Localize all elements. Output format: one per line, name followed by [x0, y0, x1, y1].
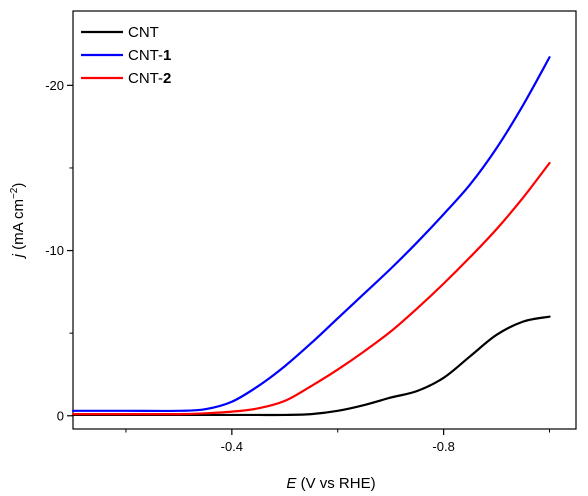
x-axis-title: E (V vs RHE) [286, 475, 375, 492]
legend-label-0: CNT [128, 24, 159, 41]
y-axis-unit: (mA cm [10, 199, 27, 254]
x-tick-label: -0.8 [432, 439, 454, 454]
y-axis-symbol: j [10, 253, 27, 259]
series-line-2 [71, 161, 551, 416]
x-axis-symbol: E [286, 475, 297, 492]
y-tick-label: 0 [57, 408, 64, 423]
y-tick-label: -20 [45, 78, 64, 93]
y-tick-label: -10 [45, 243, 64, 258]
legend: CNT CNT-1 CNT-2 [81, 24, 171, 87]
axis-tick-labels: -0.4 -0.8 0 -10 -20 [45, 78, 455, 454]
y-axis-title: j (mA cm−2) [9, 183, 27, 260]
legend-label-2: CNT-2 [128, 70, 171, 87]
series-line-0 [71, 315, 551, 417]
y-axis-unit-close: ) [10, 183, 27, 188]
x-axis-unit: (V vs RHE) [296, 475, 375, 492]
plot-frame [72, 10, 577, 430]
series-line-1 [71, 56, 551, 413]
axis-ticks [67, 84, 551, 435]
x-tick-label: -0.4 [221, 439, 243, 454]
y-axis-unit-superscript: −2 [9, 187, 20, 199]
series-lines [71, 56, 551, 417]
legend-label-1: CNT-1 [128, 47, 171, 64]
